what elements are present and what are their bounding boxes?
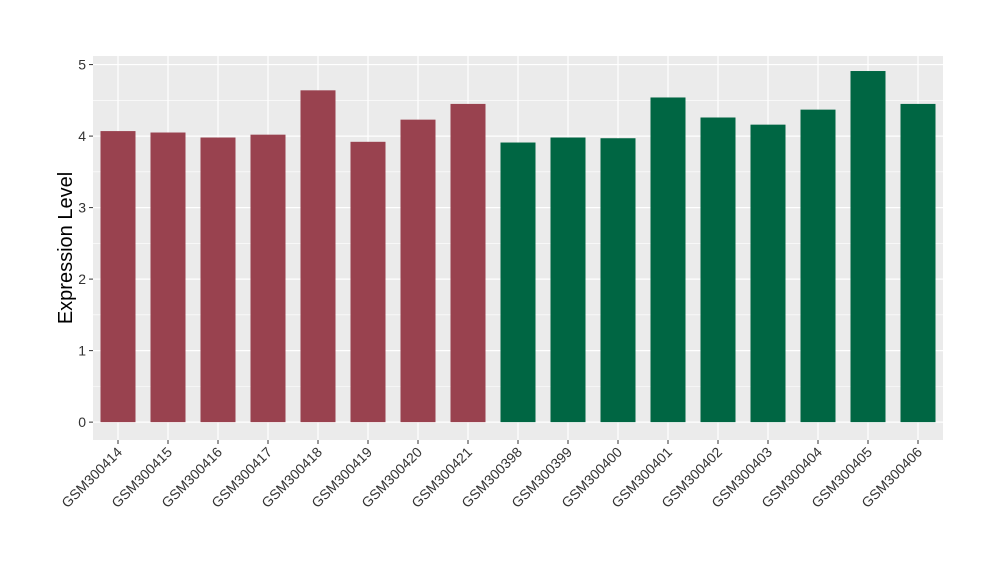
bar: [400, 119, 436, 423]
bar: [800, 109, 836, 423]
bar: [700, 117, 736, 423]
bar: [150, 132, 186, 423]
bar: [100, 131, 136, 423]
bar: [200, 137, 236, 423]
bar: [350, 141, 386, 423]
bar: [850, 71, 886, 423]
bar: [500, 142, 536, 423]
bars: [100, 71, 936, 423]
bar: [300, 90, 336, 423]
y-tick-label: 1: [78, 343, 86, 359]
y-axis-title: Expression Level: [55, 172, 77, 324]
y-tick-label: 4: [78, 128, 86, 144]
bar: [250, 134, 286, 423]
bar: [600, 138, 636, 423]
y-tick-label: 2: [78, 271, 86, 287]
y-tick-label: 0: [78, 414, 86, 430]
x-axis: GSM300414GSM300415GSM300416GSM300417GSM3…: [58, 440, 925, 511]
y-axis: 0 1 2 3 4 5: [78, 57, 93, 430]
bar: [450, 103, 486, 423]
y-tick-label: 3: [78, 200, 86, 216]
bar: [650, 97, 686, 423]
bar: [750, 124, 786, 423]
y-tick-label: 5: [78, 57, 86, 73]
bar: [900, 103, 936, 423]
bar: [550, 137, 586, 423]
